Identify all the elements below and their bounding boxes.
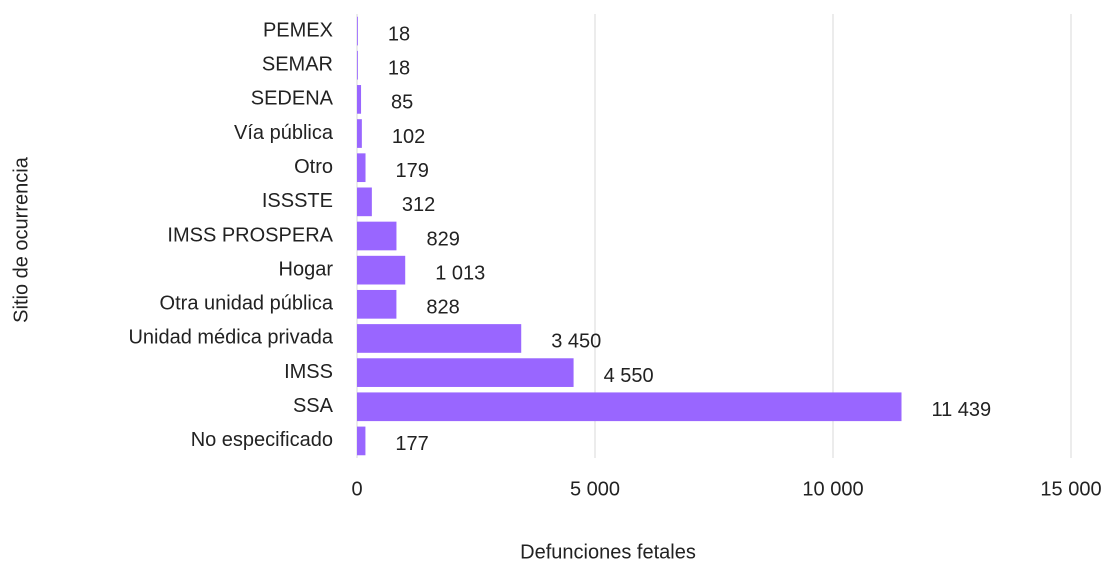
x-tick-label: 10 000 bbox=[802, 478, 863, 500]
value-label: 4 550 bbox=[604, 365, 654, 387]
bar bbox=[357, 392, 902, 422]
bar bbox=[357, 255, 406, 285]
bar bbox=[357, 85, 362, 114]
y-tick-label: Otra unidad pública bbox=[160, 293, 334, 315]
bar bbox=[357, 358, 574, 387]
x-tick-label: 5 000 bbox=[570, 478, 620, 500]
x-axis-title: Defunciones fetales bbox=[520, 541, 696, 563]
y-tick-label: IMSS bbox=[284, 361, 333, 383]
value-label: 11 439 bbox=[931, 399, 991, 421]
y-tick-label: SEDENA bbox=[251, 88, 334, 110]
y-tick-label: Vía pública bbox=[234, 122, 334, 144]
y-axis-title: Sitio de ocurrencia bbox=[10, 156, 32, 323]
value-label: 179 bbox=[396, 160, 429, 182]
value-label: 829 bbox=[426, 228, 459, 250]
bar bbox=[357, 426, 366, 456]
y-tick-label: Unidad médica privada bbox=[128, 327, 333, 349]
y-tick-label: No especificado bbox=[191, 429, 333, 451]
bar bbox=[357, 324, 522, 353]
bar bbox=[357, 50, 358, 80]
value-label: 102 bbox=[392, 126, 425, 148]
y-tick-label: SEMAR bbox=[262, 54, 333, 76]
y-tick-label: SSA bbox=[293, 395, 334, 417]
y-tick-label: ISSSTE bbox=[262, 190, 333, 212]
bar bbox=[357, 289, 397, 319]
x-tick-label: 0 bbox=[351, 478, 362, 500]
bar bbox=[357, 119, 362, 148]
y-tick-label: PEMEX bbox=[263, 19, 333, 41]
y-tick-label: Otro bbox=[294, 156, 333, 178]
x-tick-label: 15 000 bbox=[1040, 478, 1101, 500]
bar bbox=[357, 187, 372, 217]
value-label: 18 bbox=[388, 58, 410, 80]
y-tick-label: Hogar bbox=[279, 258, 334, 280]
y-tick-label: IMSS PROSPERA bbox=[167, 224, 333, 246]
bar bbox=[357, 221, 397, 251]
value-label: 1 013 bbox=[435, 262, 485, 284]
value-label: 312 bbox=[402, 194, 435, 216]
bar bbox=[357, 16, 358, 46]
bar bbox=[357, 153, 366, 183]
value-label: 85 bbox=[391, 92, 413, 114]
value-label: 177 bbox=[395, 433, 428, 455]
value-label: 3 450 bbox=[551, 331, 601, 353]
value-label: 18 bbox=[388, 23, 410, 45]
value-label: 828 bbox=[426, 297, 459, 319]
